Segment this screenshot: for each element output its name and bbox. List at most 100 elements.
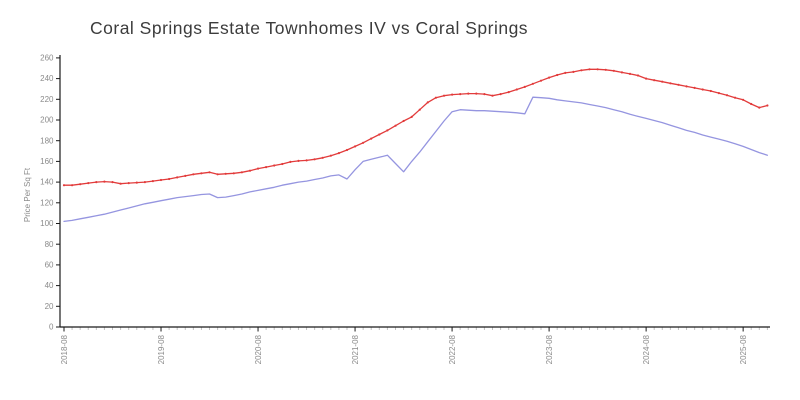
- series-marker: [289, 160, 292, 163]
- series-marker: [426, 101, 429, 104]
- series-marker: [661, 80, 664, 83]
- series-marker: [192, 173, 195, 176]
- series-marker: [337, 152, 340, 155]
- series-marker: [434, 96, 437, 99]
- series-marker: [507, 91, 510, 94]
- series-marker: [329, 154, 332, 157]
- series-marker: [548, 76, 551, 79]
- series-marker: [677, 83, 680, 86]
- y-tick-label: 160: [40, 157, 54, 166]
- series-marker: [742, 98, 745, 101]
- chart-title: Coral Springs Estate Townhomes IV vs Cor…: [90, 18, 529, 38]
- series-marker: [556, 73, 559, 77]
- series-marker: [539, 79, 543, 82]
- series-marker: [386, 129, 389, 132]
- series-marker: [636, 74, 640, 77]
- series-marker: [176, 176, 179, 179]
- series-marker: [588, 68, 591, 71]
- series-marker: [224, 172, 227, 175]
- series-line-0: [63, 68, 769, 186]
- series-marker: [216, 173, 219, 176]
- y-tick-label: 0: [49, 323, 54, 332]
- series-marker: [103, 180, 106, 183]
- series-marker: [402, 119, 405, 123]
- series-marker: [394, 124, 397, 127]
- y-tick-label: 260: [40, 54, 54, 63]
- series-marker: [459, 93, 462, 96]
- series-marker: [531, 82, 535, 85]
- series-marker: [248, 169, 252, 172]
- series-marker: [281, 162, 284, 166]
- series-marker: [232, 172, 235, 175]
- series-marker: [612, 69, 615, 72]
- x-tick-label: 2024-08: [642, 334, 651, 364]
- series-marker: [200, 172, 203, 175]
- series-marker: [208, 171, 211, 174]
- series-marker: [313, 158, 316, 161]
- series-marker: [418, 108, 421, 111]
- series-marker: [151, 180, 154, 183]
- series-marker: [734, 96, 737, 99]
- series-marker: [362, 141, 365, 144]
- y-tick-label: 240: [40, 74, 54, 83]
- series-marker: [766, 104, 769, 107]
- series-marker: [475, 92, 478, 95]
- series-marker: [515, 88, 518, 91]
- y-tick-label: 60: [45, 261, 54, 270]
- series-marker: [491, 94, 494, 97]
- series-marker: [410, 115, 413, 118]
- series-marker: [499, 93, 502, 96]
- series-marker: [127, 182, 130, 185]
- x-tick-label: 2021-08: [351, 334, 360, 364]
- series-marker: [143, 181, 146, 184]
- series-marker: [645, 77, 648, 80]
- series-marker: [184, 174, 187, 177]
- y-tick-label: 40: [45, 281, 54, 290]
- series-marker: [523, 85, 526, 88]
- series-marker: [135, 181, 138, 184]
- y-tick-label: 80: [45, 240, 54, 249]
- series-marker: [709, 89, 712, 93]
- y-tick-label: 140: [40, 178, 54, 187]
- series-line-1: [63, 96, 769, 223]
- series-marker: [693, 86, 696, 89]
- series-marker: [580, 69, 583, 72]
- series-marker: [119, 182, 122, 185]
- x-tick-label: 2019-08: [157, 334, 166, 364]
- series-marker: [685, 85, 688, 88]
- series-marker: [596, 68, 599, 71]
- series-marker: [483, 93, 486, 96]
- series-marker: [564, 71, 567, 74]
- series-marker: [71, 184, 74, 187]
- series-marker: [653, 79, 656, 82]
- series-marker: [256, 167, 260, 170]
- series-marker: [159, 178, 163, 182]
- series-marker: [240, 171, 243, 174]
- x-tick-label: 2022-08: [448, 334, 457, 364]
- series-marker: [758, 106, 761, 109]
- x-tick-label: 2025-08: [739, 334, 748, 364]
- series-marker: [345, 148, 349, 152]
- x-tick-label: 2023-08: [545, 334, 554, 364]
- y-tick-label: 180: [40, 136, 54, 145]
- x-tick-label: 2018-08: [60, 334, 69, 364]
- series-marker: [354, 145, 357, 148]
- series-marker: [321, 156, 324, 159]
- series-marker: [669, 82, 672, 85]
- series-marker: [750, 102, 753, 106]
- x-tick-label: 2020-08: [254, 334, 263, 364]
- series-marker: [297, 159, 300, 162]
- series-marker: [111, 181, 114, 184]
- y-tick-label: 120: [40, 198, 54, 207]
- y-tick-label: 20: [45, 302, 54, 311]
- series-marker: [378, 133, 381, 136]
- series-marker: [273, 164, 276, 167]
- series-marker: [572, 70, 575, 73]
- series-marker: [305, 159, 308, 162]
- series-marker: [620, 71, 624, 74]
- series-marker: [87, 182, 90, 185]
- series-marker: [62, 184, 66, 187]
- series-marker: [168, 177, 171, 181]
- y-tick-label: 220: [40, 95, 54, 104]
